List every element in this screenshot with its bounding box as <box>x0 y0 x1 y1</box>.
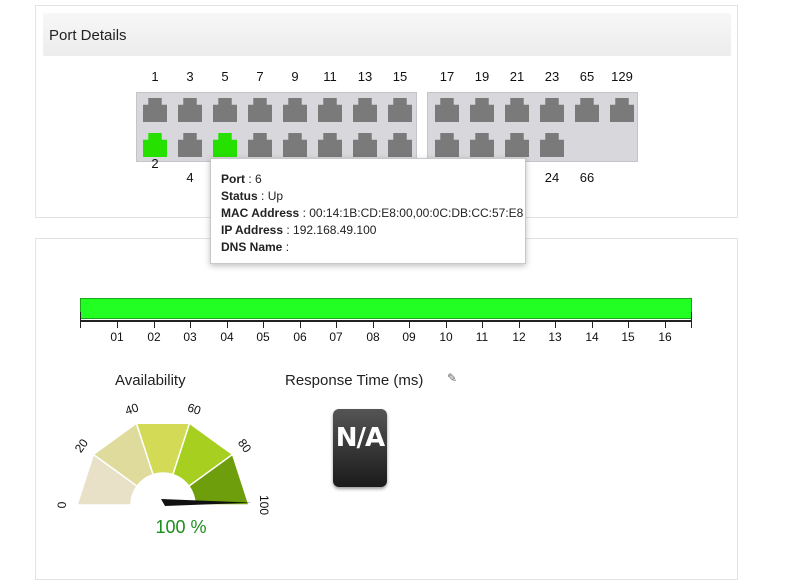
port-number-label: 21 <box>509 69 525 84</box>
axis-tick <box>409 320 410 328</box>
axis-end-tick <box>80 312 81 328</box>
port-number-label: 4 <box>186 170 194 185</box>
availability-gauge: 0 20 40 60 80 100 <box>55 400 271 515</box>
axis-label: 15 <box>621 330 635 344</box>
axis-tick <box>555 320 556 328</box>
port-number-label: 3 <box>186 69 194 84</box>
axis-tick <box>227 320 228 328</box>
axis-label: 10 <box>439 330 453 344</box>
axis-label: 06 <box>293 330 307 344</box>
axis-label: 12 <box>512 330 526 344</box>
axis-tick <box>592 320 593 328</box>
gauge-segment <box>187 453 251 506</box>
gauge-scale-label: 0 <box>55 501 69 508</box>
axis-label: 07 <box>329 330 343 344</box>
response-time-na-badge: N/A <box>333 409 387 487</box>
tooltip-ip-value: : 192.168.49.100 <box>283 223 377 237</box>
pencil-icon[interactable]: ✎ <box>447 371 458 385</box>
availability-timeline-bar[interactable] <box>80 298 692 319</box>
axis-label: 16 <box>658 330 672 344</box>
axis-end-tick <box>691 312 692 328</box>
axis-label: 09 <box>402 330 416 344</box>
axis-tick <box>154 320 155 328</box>
switch-block-right <box>427 92 638 162</box>
port-details-title: Port Details <box>49 27 127 44</box>
tooltip-dns-value: : <box>285 240 290 254</box>
port-number-label: 9 <box>291 69 299 84</box>
axis-tick <box>373 320 374 328</box>
axis-label: 11 <box>475 330 489 344</box>
tooltip-port-value: : 6 <box>248 172 262 186</box>
axis-tick <box>519 320 520 328</box>
axis-tick <box>190 320 191 328</box>
axis-tick <box>446 320 447 328</box>
port-number-label: 19 <box>474 69 490 84</box>
tooltip-ip-label: IP Address <box>221 223 284 237</box>
axis-tick <box>336 320 337 328</box>
port-number-label: 13 <box>357 69 373 84</box>
availability-title: Availability <box>115 372 186 389</box>
tooltip-status-value: : Up <box>257 189 284 203</box>
axis-tick <box>263 320 264 328</box>
port-number-label: 23 <box>544 69 560 84</box>
gauge-needle <box>161 499 252 506</box>
axis-tick <box>300 320 301 328</box>
axis-label: 14 <box>585 330 599 344</box>
port-number-label: 5 <box>221 69 229 84</box>
availability-value: 100 % <box>155 517 207 537</box>
gauge-scale-label: 20 <box>72 436 91 455</box>
timeline-axis <box>80 320 692 322</box>
axis-label: 05 <box>256 330 270 344</box>
gauge-scale-label: 80 <box>235 436 254 455</box>
axis-label: 13 <box>548 330 562 344</box>
gauge-scale-label: 40 <box>123 400 140 418</box>
axis-label: 08 <box>366 330 380 344</box>
tooltip-dns-label: DNS Name <box>221 240 283 254</box>
axis-label: 03 <box>183 330 197 344</box>
port-number-label: 17 <box>439 69 455 84</box>
port-number-label: 24 <box>544 170 560 185</box>
axis-tick <box>482 320 483 328</box>
axis-label: 02 <box>147 330 161 344</box>
axis-label: 04 <box>220 330 234 344</box>
port-number-label: 7 <box>256 69 264 84</box>
gauge-scale-label: 100 <box>257 495 271 515</box>
axis-tick <box>117 320 118 328</box>
response-time-title: Response Time (ms) <box>285 372 424 389</box>
response-time-value: N/A <box>335 423 385 453</box>
axis-tick <box>665 320 666 328</box>
port-details-header <box>43 13 731 56</box>
port-tooltip: Port : 6 Status : Up MAC Address : 00:14… <box>210 158 526 264</box>
port-number-label: 2 <box>151 156 159 171</box>
port-number-label: 65 <box>579 69 595 84</box>
port-number-label: 66 <box>579 170 595 185</box>
port-number-label: 1 <box>151 69 159 84</box>
axis-label: 01 <box>110 330 124 344</box>
port-number-label: 11 <box>323 69 337 84</box>
tooltip-mac-value: : 00:14:1B:CD:E8:00,00:0C:DB:CC:57:E8 <box>299 206 524 220</box>
tooltip-status-label: Status <box>221 189 258 203</box>
tooltip-mac-label: MAC Address <box>221 206 300 220</box>
tooltip-port-label: Port <box>221 172 245 186</box>
port-number-label: 15 <box>392 69 408 84</box>
gauge-scale-label: 60 <box>186 400 203 418</box>
port-number-label: 129 <box>611 69 633 84</box>
axis-tick <box>628 320 629 328</box>
